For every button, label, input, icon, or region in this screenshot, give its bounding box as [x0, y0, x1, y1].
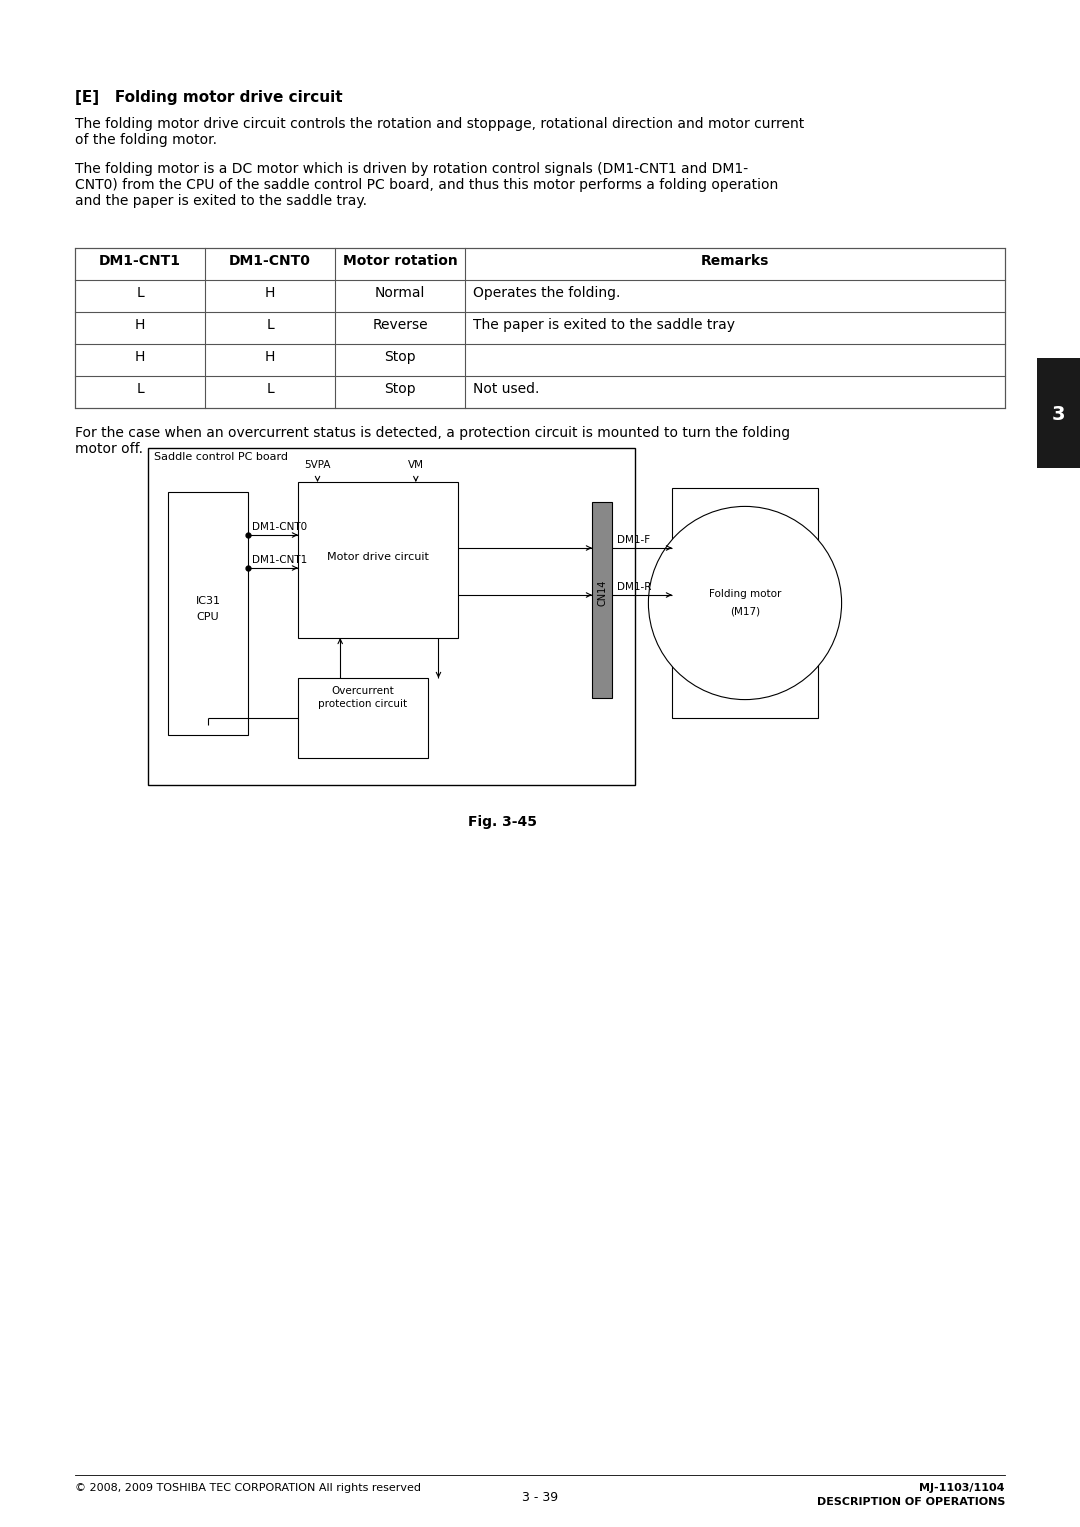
Text: H: H: [265, 286, 275, 299]
Text: H: H: [135, 350, 145, 363]
Text: 3: 3: [1052, 405, 1065, 425]
Text: The folding motor drive circuit controls the rotation and stoppage, rotational d: The folding motor drive circuit controls…: [75, 118, 805, 147]
Text: For the case when an overcurrent status is detected, a protection circuit is mou: For the case when an overcurrent status …: [75, 426, 791, 457]
Circle shape: [648, 507, 841, 699]
Text: (M17): (M17): [730, 606, 760, 615]
Text: Motor drive circuit: Motor drive circuit: [327, 551, 429, 562]
Text: H: H: [265, 350, 275, 363]
Text: CN14: CN14: [597, 580, 607, 606]
Text: L: L: [136, 286, 144, 299]
Text: DM1-CNT0: DM1-CNT0: [252, 522, 307, 531]
Text: L: L: [266, 318, 274, 331]
Text: Folding motor: Folding motor: [708, 589, 781, 599]
Text: Fig. 3-45: Fig. 3-45: [469, 815, 538, 829]
Text: DM1-CNT0: DM1-CNT0: [229, 253, 311, 269]
Text: Saddle control PC board: Saddle control PC board: [154, 452, 288, 463]
Text: Remarks: Remarks: [701, 253, 769, 269]
Text: 5VPA: 5VPA: [305, 460, 330, 470]
Text: Stop: Stop: [384, 382, 416, 395]
Text: The folding motor is a DC motor which is driven by rotation control signals (DM1: The folding motor is a DC motor which is…: [75, 162, 779, 208]
Text: Operates the folding.: Operates the folding.: [473, 286, 620, 299]
Bar: [75, 247, 1005, 408]
Text: 3 - 39: 3 - 39: [522, 1490, 558, 1504]
Text: DM1-R: DM1-R: [617, 582, 651, 592]
Text: VM: VM: [408, 460, 423, 470]
Text: IC31: IC31: [195, 596, 220, 606]
Text: [E]   Folding motor drive circuit: [E] Folding motor drive circuit: [75, 90, 342, 105]
Text: MJ-1103/1104: MJ-1103/1104: [919, 1483, 1005, 1493]
Text: Reverse: Reverse: [373, 318, 428, 331]
Bar: [672, 489, 818, 718]
Text: CPU: CPU: [197, 611, 219, 621]
Bar: [298, 678, 428, 757]
Text: DM1-F: DM1-F: [617, 534, 650, 545]
Text: DESCRIPTION OF OPERATIONS: DESCRIPTION OF OPERATIONS: [816, 1496, 1005, 1507]
Text: L: L: [266, 382, 274, 395]
Text: Stop: Stop: [384, 350, 416, 363]
Text: Overcurrent
protection circuit: Overcurrent protection circuit: [319, 686, 407, 709]
Text: Not used.: Not used.: [473, 382, 539, 395]
Bar: [148, 447, 635, 785]
Bar: [1037, 357, 1080, 467]
Text: L: L: [136, 382, 144, 395]
Text: DM1-CNT1: DM1-CNT1: [99, 253, 181, 269]
Text: Normal: Normal: [375, 286, 426, 299]
Text: DM1-CNT1: DM1-CNT1: [252, 554, 307, 565]
Text: H: H: [135, 318, 145, 331]
Text: The paper is exited to the saddle tray: The paper is exited to the saddle tray: [473, 318, 735, 331]
Text: Motor rotation: Motor rotation: [342, 253, 457, 269]
Text: © 2008, 2009 TOSHIBA TEC CORPORATION All rights reserved: © 2008, 2009 TOSHIBA TEC CORPORATION All…: [75, 1483, 421, 1493]
Bar: [592, 502, 612, 698]
Bar: [298, 483, 458, 638]
Bar: [168, 492, 248, 734]
